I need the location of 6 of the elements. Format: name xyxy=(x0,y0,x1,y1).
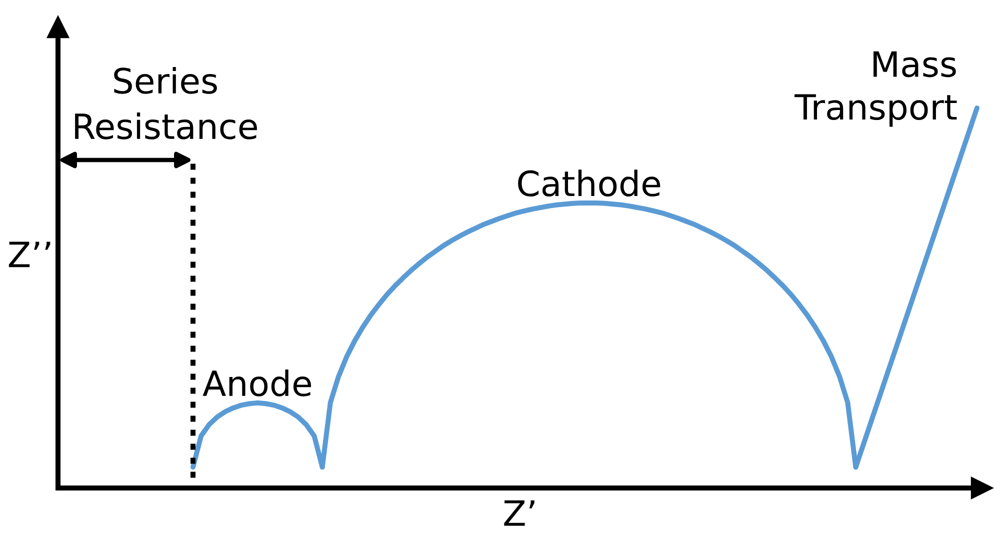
series-label: Mass Transport xyxy=(794,51,957,127)
x-axis-title: Z’ xyxy=(504,500,534,526)
annotation: Series Resistance xyxy=(75,67,257,140)
series-label: Cathode xyxy=(518,170,660,197)
y-axis-title: Z’’ xyxy=(8,242,50,268)
series-label: Anode xyxy=(202,370,312,396)
